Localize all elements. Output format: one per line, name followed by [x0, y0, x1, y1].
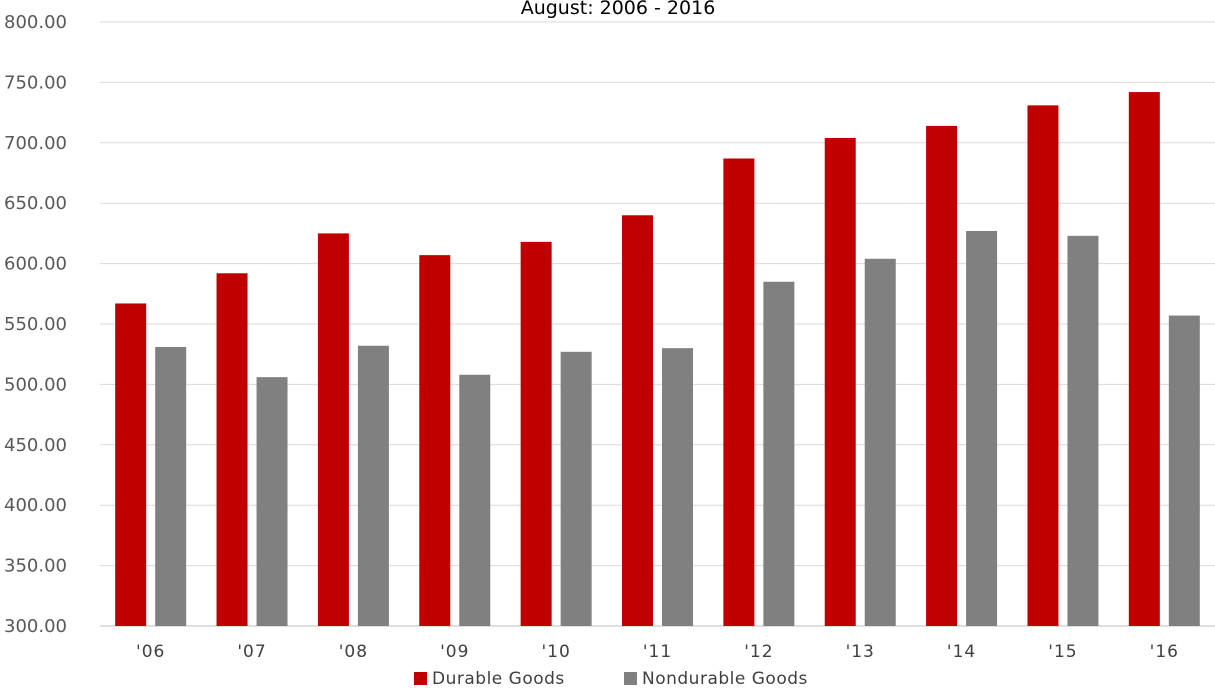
- legend-swatch-durable: [414, 672, 427, 685]
- bar-durable-5: [622, 215, 653, 626]
- x-tick-label: '10: [541, 642, 570, 662]
- bar-nondurable-6: [763, 281, 795, 626]
- bar-durable-9: [1027, 105, 1059, 627]
- x-tick-label: '06: [136, 642, 165, 662]
- x-tick-label: '12: [744, 642, 773, 662]
- legend: Durable Goods Nondurable Goods: [414, 669, 808, 688]
- bar-durable-7: [824, 137, 856, 626]
- x-tick-label: '16: [1150, 642, 1179, 662]
- y-tick-label: 350.00: [4, 556, 67, 577]
- y-tick-label: 400.00: [4, 495, 67, 516]
- bar-nondurable-3: [459, 374, 491, 626]
- y-tick-label: 750.00: [4, 72, 67, 93]
- y-tick-label: 650.00: [4, 193, 67, 214]
- y-tick-label: 700.00: [4, 133, 67, 154]
- bar-nondurable-7: [864, 258, 896, 626]
- x-tick-label: '08: [339, 642, 368, 662]
- bar-nondurable-5: [662, 348, 693, 626]
- bar-durable-4: [520, 241, 552, 626]
- bar-nondurable-9: [1067, 235, 1099, 627]
- bar-durable-6: [723, 158, 755, 626]
- x-tick-label: '13: [846, 642, 875, 662]
- x-axis: '06 '07 '08 '09 '10 '11 '12 '13 '14 '15 '16: [136, 642, 1179, 662]
- y-tick-label: 450.00: [4, 435, 67, 456]
- y-tick-label: 300.00: [4, 616, 67, 637]
- chart-subtitle: August: 2006 - 2016: [521, 0, 716, 19]
- x-tick-label: '15: [1048, 642, 1077, 662]
- legend-swatch-nondurable: [624, 672, 637, 685]
- bar-nondurable-0: [155, 346, 187, 626]
- x-tick-label: '09: [440, 642, 469, 662]
- bar-nondurable-2: [357, 345, 389, 626]
- bar-nondurable-1: [256, 377, 288, 626]
- y-tick-label: 550.00: [4, 314, 67, 335]
- bar-durable-1: [216, 273, 248, 626]
- x-tick-label: '11: [643, 642, 672, 662]
- bar-durable-8: [926, 125, 958, 626]
- x-tick-label: '14: [947, 642, 976, 662]
- bar-nondurable-8: [966, 230, 998, 626]
- bars: [115, 92, 1200, 627]
- bar-nondurable-10: [1168, 315, 1200, 626]
- legend-label-nondurable: Nondurable Goods: [642, 669, 808, 688]
- y-tick-label: 600.00: [4, 254, 67, 275]
- bar-durable-10: [1128, 92, 1160, 626]
- y-tick-label: 800.00: [4, 12, 67, 33]
- bar-durable-3: [419, 255, 451, 627]
- y-tick-label: 500.00: [4, 374, 67, 395]
- bar-durable-2: [317, 233, 349, 626]
- bar-nondurable-4: [560, 351, 592, 626]
- y-axis: 300.00 350.00 400.00 450.00 500.00 550.00 600.…: [4, 12, 67, 637]
- x-tick-label: '07: [237, 642, 266, 662]
- legend-label-durable: Durable Goods: [432, 669, 565, 688]
- bar-durable-0: [115, 303, 147, 626]
